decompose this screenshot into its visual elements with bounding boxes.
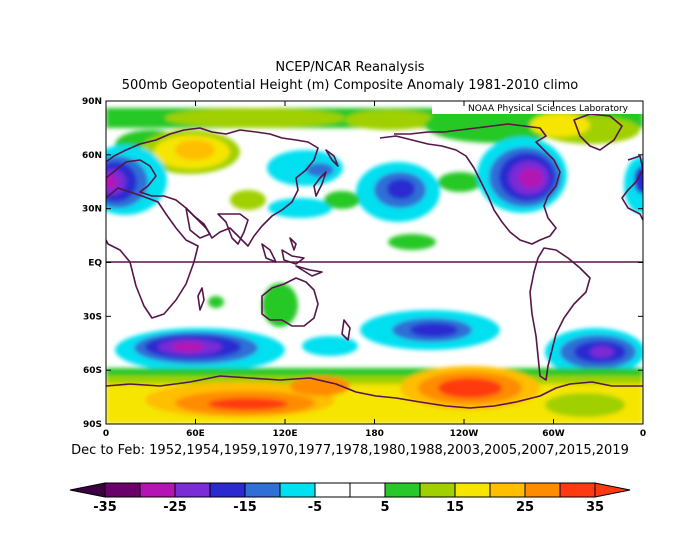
colorbar-segment [489,482,526,498]
lon-tick-label: 120E [273,429,298,439]
lat-tick-label: 30S [83,312,102,322]
colorbar-label: -5 [308,500,322,515]
colorbar-segment [349,482,386,498]
colorbar-label: 5 [380,500,389,515]
lat-tick-label: 60N [82,151,102,161]
colorbar-label: 35 [586,500,604,515]
lon-tick-label: 0 [103,429,109,439]
colorbar-label: 25 [516,500,534,515]
colorbar-segment [244,482,281,498]
lon-tick-label: 60E [186,429,205,439]
chart-title: NCEP/NCAR Reanalysis [275,60,425,75]
colorbar-segment [104,482,141,498]
lat-tick-label: 90S [83,420,102,430]
lon-tick-label: 0 [640,429,646,439]
lon-tick-label: 120W [450,429,479,439]
lat-tick-label: 90N [82,97,102,107]
lon-tick-label: 180 [365,429,384,439]
colorbar-segment [174,482,211,498]
colorbar-max-arrow [594,482,631,498]
colorbar-label: -15 [233,500,257,515]
colorbar-segment [209,482,246,498]
coastlines [106,113,643,409]
colorbar-segment [454,482,491,498]
anomaly-field: NOAA Physical Sciences Laboratory [106,101,643,424]
lon-tick-label: 60W [542,429,565,439]
colorbar: -35 -25 -15 -5 5 15 25 35 [69,482,631,515]
colorbar-segment [524,482,561,498]
colorbar-label: 15 [446,500,464,515]
colorbar-label: -25 [163,500,187,515]
lat-tick-label: 60S [83,366,102,376]
colorbar-segment [559,482,596,498]
chart-subtitle: 500mb Geopotential Height (m) Composite … [121,78,579,93]
colorbar-segment [384,482,421,498]
colorbar-segment [314,482,351,498]
colorbar-segment [279,482,316,498]
colorbar-segment [419,482,456,498]
credit-label: NOAA Physical Sciences Laboratory [468,104,629,114]
colorbar-segment [139,482,176,498]
colorbar-label: -35 [93,500,117,515]
lat-tick-label: EQ [88,259,102,269]
composite-years-caption: Dec to Feb: 1952,1954,1959,1970,1977,197… [71,443,629,458]
lat-tick-label: 30N [82,205,102,215]
credit-box [432,101,643,114]
colorbar-min-arrow [69,482,106,498]
